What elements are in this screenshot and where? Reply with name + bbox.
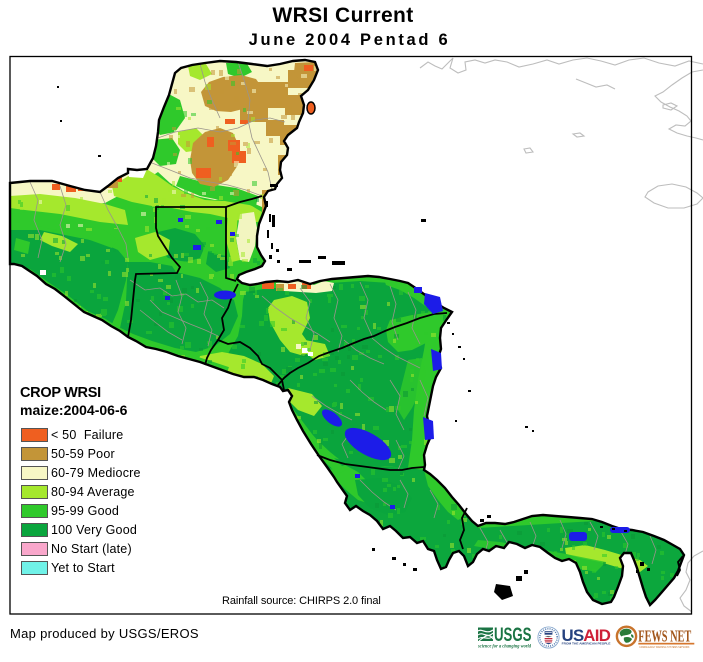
svg-text:FEWS NET: FEWS NET (638, 627, 691, 646)
svg-text:FAMINE EARLY WARNING SYSTEMS N: FAMINE EARLY WARNING SYSTEMS NETWORK (640, 645, 690, 649)
svg-text:US: US (562, 626, 585, 645)
svg-text:USGS: USGS (494, 626, 532, 646)
svg-text:science for a changing world: science for a changing world (477, 644, 531, 649)
svg-text:AID: AID (583, 626, 611, 645)
svg-text:FROM THE AMERICAN PEOPLE: FROM THE AMERICAN PEOPLE (562, 641, 611, 645)
